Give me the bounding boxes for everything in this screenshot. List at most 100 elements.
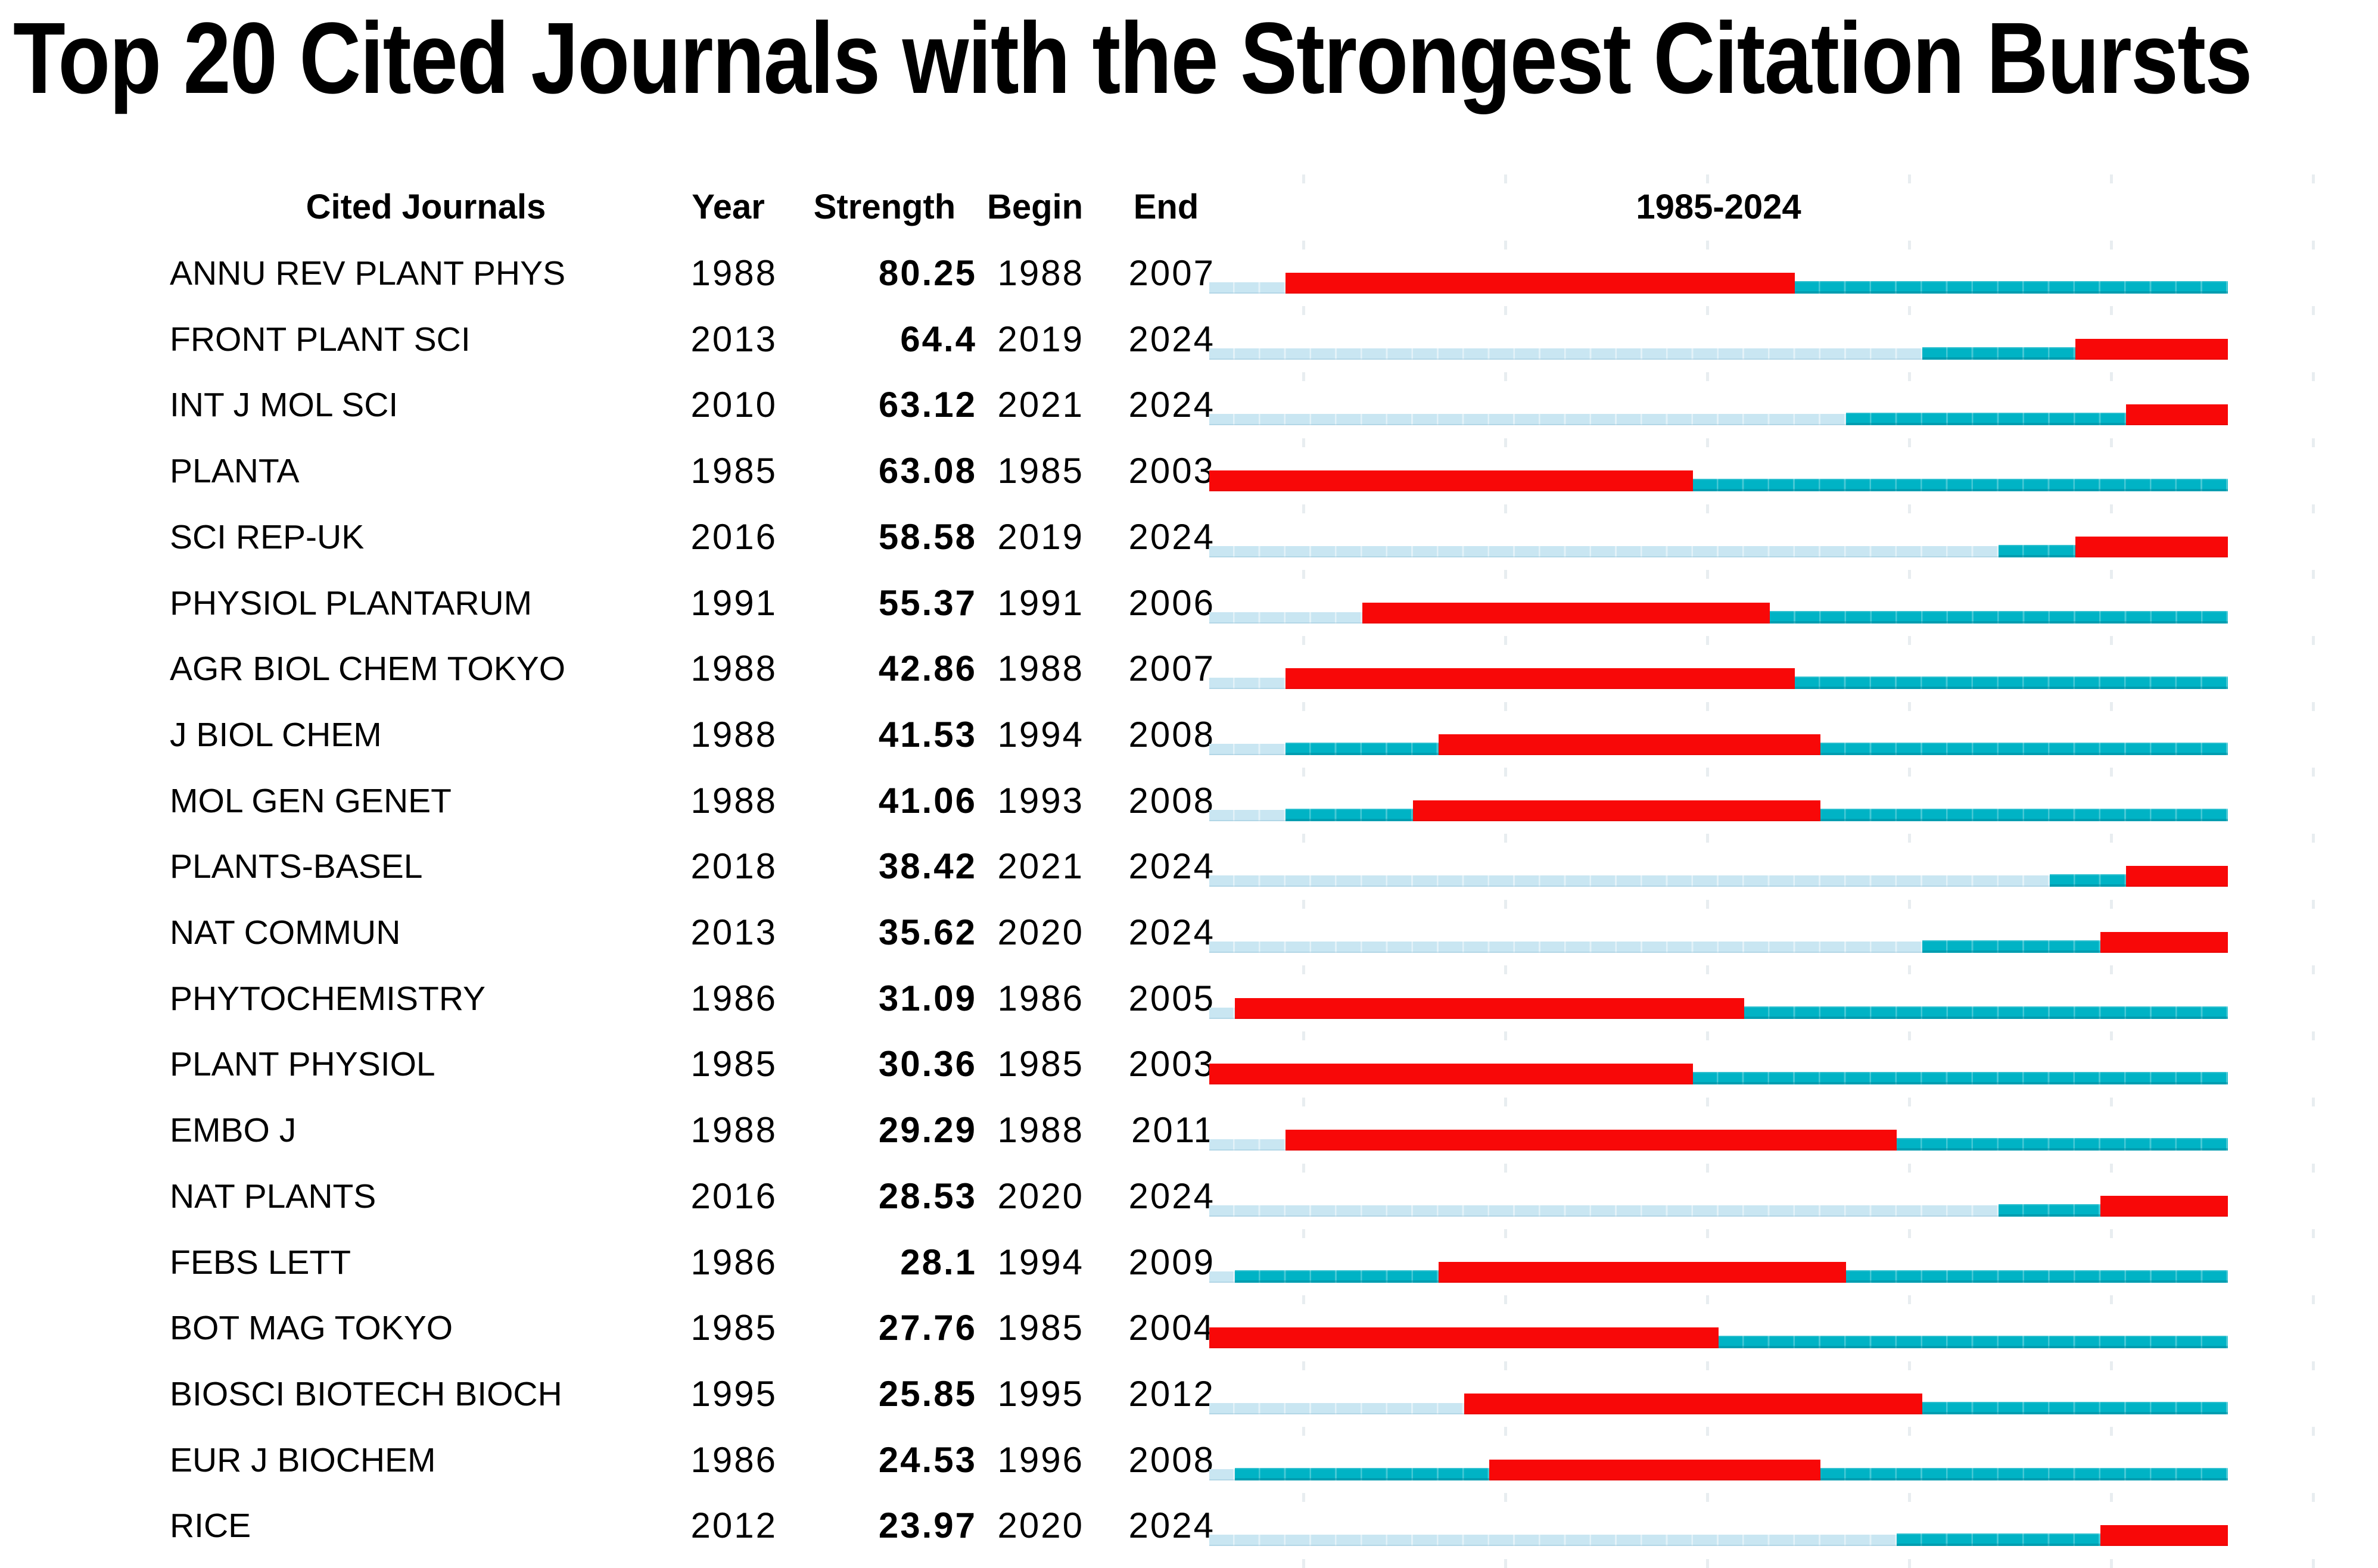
year-tick xyxy=(1908,1361,1911,1370)
year-tick xyxy=(1504,174,1507,183)
header-begin: Begin xyxy=(986,188,1084,226)
year-tick xyxy=(1706,504,1709,513)
year-tick xyxy=(2312,1558,2315,1568)
first-year-value: 1986 xyxy=(690,978,777,1018)
strength-value: 29.29 xyxy=(878,1110,977,1151)
timeline-active-segment xyxy=(1234,1270,1439,1283)
journal-name: BIOSCI BIOTECH BIOCH xyxy=(170,1374,562,1413)
journal-name: J BIOL CHEM xyxy=(170,715,382,754)
year-tick xyxy=(1908,1229,1911,1239)
year-tick xyxy=(2312,834,2315,843)
year-tick xyxy=(1302,899,1305,909)
year-tick xyxy=(1706,1427,1709,1436)
begin-year-value: 1985 xyxy=(997,451,1084,491)
year-tick xyxy=(2312,635,2315,645)
end-year-value: 2024 xyxy=(1128,912,1215,952)
timeline-burst-segment xyxy=(2075,536,2228,557)
journal-name: INT J MOL SCI xyxy=(170,386,399,425)
begin-year-value: 2020 xyxy=(997,1505,1084,1546)
year-tick xyxy=(1504,1558,1507,1568)
year-tick xyxy=(1302,504,1305,513)
year-tick xyxy=(2110,1493,2113,1502)
timeline-burst-segment xyxy=(1362,602,1770,624)
begin-year-value: 2019 xyxy=(997,516,1084,557)
first-year-value: 2012 xyxy=(690,1505,777,1546)
year-tick xyxy=(1908,1493,1911,1502)
timeline-burst-segment xyxy=(1413,800,1820,821)
year-tick xyxy=(1302,702,1305,711)
journal-name: PLANTA xyxy=(170,452,300,491)
year-tick xyxy=(2312,372,2315,382)
year-tick xyxy=(1706,306,1709,316)
begin-year-value: 2021 xyxy=(997,385,1084,425)
year-tick xyxy=(1302,1163,1305,1173)
year-tick xyxy=(1504,1361,1507,1370)
timeline-burst-segment xyxy=(2100,932,2228,953)
begin-year-value: 1995 xyxy=(997,1373,1084,1414)
year-tick xyxy=(2312,702,2315,711)
year-tick xyxy=(1706,1558,1709,1568)
journal-name: PLANTS-BASEL xyxy=(170,847,423,886)
timeline-burst-segment xyxy=(1464,1393,1922,1414)
year-tick xyxy=(1908,504,1911,513)
journal-name: EMBO J xyxy=(170,1111,297,1150)
year-tick xyxy=(1706,1229,1709,1239)
end-year-value: 2006 xyxy=(1128,582,1215,623)
begin-year-value: 1988 xyxy=(997,1110,1084,1151)
timeline-pre-segment xyxy=(1209,282,1286,294)
timeline-active-segment xyxy=(1769,610,2228,624)
begin-year-value: 1986 xyxy=(997,978,1084,1018)
year-tick xyxy=(1706,899,1709,909)
begin-year-value: 1985 xyxy=(997,1308,1084,1348)
end-year-value: 2007 xyxy=(1128,253,1215,293)
strength-value: 63.08 xyxy=(878,451,977,491)
begin-year-value: 1988 xyxy=(997,649,1084,689)
year-tick xyxy=(1302,1361,1305,1370)
timeline-active-segment xyxy=(1922,940,2101,953)
timeline-pre-segment xyxy=(1209,612,1362,624)
year-tick xyxy=(2110,1031,2113,1041)
year-tick xyxy=(2312,570,2315,579)
year-tick xyxy=(1504,504,1507,513)
timeline-active-segment xyxy=(1693,479,2228,492)
journal-name: FEBS LETT xyxy=(170,1243,351,1282)
year-tick xyxy=(2312,899,2315,909)
year-tick xyxy=(1302,174,1305,183)
timeline-burst-segment xyxy=(1438,1261,1846,1283)
strength-value: 41.06 xyxy=(878,780,977,821)
year-tick xyxy=(1504,306,1507,316)
timeline-active-segment xyxy=(1922,1401,2228,1414)
journal-name: RICE xyxy=(170,1507,251,1545)
year-tick xyxy=(1504,240,1507,250)
timeline-active-segment xyxy=(1820,1467,2228,1480)
year-tick xyxy=(1504,1163,1507,1173)
end-year-value: 2004 xyxy=(1128,1308,1215,1348)
timeline-active-segment xyxy=(1922,347,2075,360)
year-tick xyxy=(2312,1163,2315,1173)
year-tick xyxy=(1302,1031,1305,1041)
first-year-value: 1985 xyxy=(690,1308,777,1348)
year-tick xyxy=(1302,1097,1305,1106)
timeline-active-segment xyxy=(1897,1533,2101,1547)
begin-year-value: 1996 xyxy=(997,1439,1084,1480)
timeline-active-segment xyxy=(1795,677,2228,690)
strength-value: 28.1 xyxy=(900,1242,977,1282)
timeline-burst-segment xyxy=(1438,734,1820,755)
year-tick xyxy=(1504,1295,1507,1304)
year-tick xyxy=(1504,1229,1507,1239)
strength-value: 31.09 xyxy=(878,978,977,1018)
year-tick xyxy=(1706,635,1709,645)
journal-name: PHYSIOL PLANTARUM xyxy=(170,584,533,622)
year-tick xyxy=(1706,702,1709,711)
timeline-pre-segment xyxy=(1209,678,1286,690)
timeline-pre-segment xyxy=(1209,1139,1286,1151)
strength-value: 38.42 xyxy=(878,846,977,887)
strength-value: 42.86 xyxy=(878,649,977,689)
end-year-value: 2011 xyxy=(1131,1110,1215,1151)
end-year-value: 2024 xyxy=(1128,319,1215,359)
year-tick xyxy=(1908,240,1911,250)
strength-value: 41.53 xyxy=(878,714,977,755)
strength-value: 80.25 xyxy=(878,253,977,293)
timeline-burst-segment xyxy=(1489,1459,1820,1480)
journal-name: BOT MAG TOKYO xyxy=(170,1309,453,1348)
